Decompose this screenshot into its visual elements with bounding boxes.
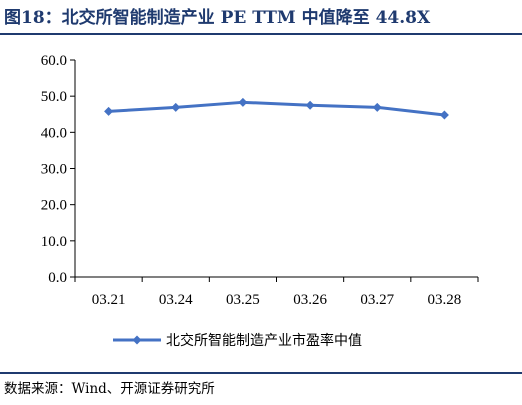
source-divider [0, 372, 522, 374]
x-tick-label: 03.28 [428, 292, 462, 308]
x-tick-label: 03.24 [159, 292, 193, 308]
data-point [439, 110, 449, 120]
x-tick-label: 03.25 [226, 292, 260, 308]
data-point [171, 102, 181, 112]
y-tick-label: 20.0 [41, 198, 67, 214]
data-point [238, 97, 248, 107]
y-tick-label: 40.0 [41, 125, 67, 141]
data-point [372, 102, 382, 112]
y-tick-label: 60.0 [41, 53, 67, 69]
series-layer [104, 97, 449, 120]
y-axis-ticks: 0.0 10.0 20.0 30.0 40.0 50.0 60.0 [41, 53, 75, 286]
source-note: 数据来源：Wind、开源证券研究所 [4, 381, 215, 397]
x-tick-label: 03.27 [360, 292, 394, 308]
y-tick-label: 10.0 [41, 234, 67, 250]
y-tick-label: 50.0 [41, 89, 67, 105]
x-axis-ticks: 03.21 03.24 03.25 03.26 03.27 03.28 [74, 277, 479, 308]
x-tick-label: 03.26 [293, 292, 327, 308]
figure-title: 图18：北交所智能制造产业 PE TTM 中值降至 44.8X [4, 8, 431, 28]
chart-axes [74, 60, 478, 278]
y-tick-label: 0.0 [48, 270, 67, 286]
chart: 0.010.020.030.040.050.060.0 03.21 03.24 03… [41, 53, 479, 349]
x-tick-label: 03.21 [92, 292, 126, 308]
legend: 北交所智能制造产业市盈率中值 [113, 332, 362, 349]
title-divider [0, 33, 522, 35]
y-tick-label: 30.0 [41, 162, 67, 178]
series-line [108, 100, 445, 117]
data-point [305, 100, 315, 110]
data-point [104, 106, 114, 116]
legend-label: 北交所智能制造产业市盈率中值 [166, 332, 362, 349]
legend-marker [132, 335, 142, 345]
